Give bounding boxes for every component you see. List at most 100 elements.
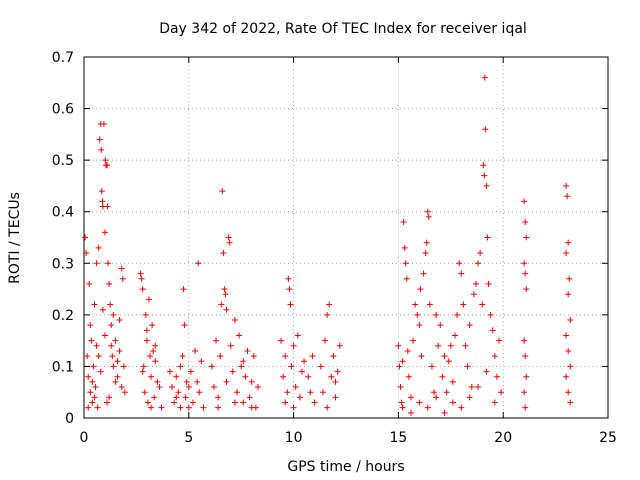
data-point bbox=[563, 249, 570, 256]
data-point bbox=[169, 384, 176, 391]
data-point bbox=[441, 409, 448, 416]
data-point bbox=[412, 301, 419, 308]
data-point bbox=[493, 373, 500, 380]
data-point bbox=[439, 373, 446, 380]
data-point bbox=[175, 389, 182, 396]
data-point bbox=[332, 394, 339, 401]
data-point bbox=[402, 260, 409, 267]
data-point bbox=[433, 394, 440, 401]
data-point bbox=[173, 373, 180, 380]
data-point bbox=[491, 353, 498, 360]
data-point bbox=[180, 286, 187, 293]
data-point bbox=[566, 275, 573, 282]
data-point bbox=[521, 389, 528, 396]
data-point bbox=[100, 121, 107, 128]
data-point bbox=[563, 332, 570, 339]
data-point bbox=[97, 368, 104, 375]
data-point bbox=[522, 404, 529, 411]
data-point bbox=[290, 404, 297, 411]
y-tick-label: 0.2 bbox=[52, 308, 74, 324]
data-point bbox=[458, 270, 465, 277]
data-point bbox=[330, 353, 337, 360]
data-point bbox=[285, 275, 292, 282]
y-axis-label: ROTI / TECUs bbox=[7, 192, 23, 284]
data-point bbox=[200, 404, 207, 411]
grid-lines bbox=[84, 57, 608, 418]
data-point bbox=[147, 353, 154, 360]
data-point bbox=[399, 404, 406, 411]
data-point bbox=[150, 347, 157, 354]
data-point bbox=[292, 384, 299, 391]
data-point bbox=[112, 337, 119, 344]
data-point bbox=[456, 260, 463, 267]
data-point bbox=[223, 378, 230, 385]
data-point bbox=[466, 394, 473, 401]
data-point bbox=[110, 311, 117, 318]
data-point bbox=[182, 394, 189, 401]
data-point bbox=[458, 404, 465, 411]
data-point bbox=[151, 394, 158, 401]
data-point bbox=[447, 342, 454, 349]
data-point bbox=[192, 347, 199, 354]
data-point bbox=[217, 353, 224, 360]
data-point bbox=[521, 260, 528, 267]
data-point bbox=[88, 337, 95, 344]
data-point bbox=[95, 244, 102, 251]
data-point bbox=[101, 332, 108, 339]
data-point bbox=[144, 399, 151, 406]
data-point bbox=[179, 353, 186, 360]
data-point bbox=[89, 399, 96, 406]
data-point bbox=[89, 378, 96, 385]
data-point bbox=[437, 322, 444, 329]
data-point bbox=[236, 332, 243, 339]
data-point bbox=[319, 389, 326, 396]
data-point bbox=[220, 249, 227, 256]
data-point bbox=[215, 394, 222, 401]
data-point bbox=[288, 363, 295, 370]
data-point bbox=[305, 373, 312, 380]
data-point bbox=[496, 337, 503, 344]
data-point bbox=[246, 394, 253, 401]
data-point bbox=[565, 347, 572, 354]
data-point bbox=[449, 378, 456, 385]
data-point bbox=[309, 353, 316, 360]
data-point bbox=[451, 332, 458, 339]
data-point bbox=[522, 219, 529, 226]
data-point bbox=[400, 219, 407, 226]
data-point bbox=[296, 394, 303, 401]
data-point bbox=[286, 286, 293, 293]
data-point bbox=[229, 368, 236, 375]
data-point bbox=[91, 301, 98, 308]
data-point bbox=[231, 399, 238, 406]
data-point bbox=[404, 347, 411, 354]
data-point bbox=[326, 301, 333, 308]
data-point bbox=[91, 394, 98, 401]
data-point bbox=[94, 404, 101, 411]
data-point bbox=[198, 358, 205, 365]
x-tick-label: 0 bbox=[80, 430, 89, 446]
data-point bbox=[158, 404, 165, 411]
data-point bbox=[82, 234, 89, 241]
data-point bbox=[231, 317, 238, 324]
data-point bbox=[420, 270, 427, 277]
data-point bbox=[282, 399, 289, 406]
data-point bbox=[290, 342, 297, 349]
data-point bbox=[563, 182, 570, 189]
data-point bbox=[298, 368, 305, 375]
data-point bbox=[397, 384, 404, 391]
data-point bbox=[565, 239, 572, 246]
data-point bbox=[423, 239, 430, 246]
data-point bbox=[181, 322, 188, 329]
data-point bbox=[84, 353, 91, 360]
data-point bbox=[148, 404, 155, 411]
data-point bbox=[498, 389, 505, 396]
data-point bbox=[240, 358, 247, 365]
x-tick-label: 10 bbox=[285, 430, 303, 446]
y-tick-label: 0.4 bbox=[52, 205, 74, 221]
data-point bbox=[139, 286, 146, 293]
data-point bbox=[104, 399, 111, 406]
data-point bbox=[196, 389, 203, 396]
data-point bbox=[422, 249, 429, 256]
data-point bbox=[470, 291, 477, 298]
data-point bbox=[194, 378, 201, 385]
